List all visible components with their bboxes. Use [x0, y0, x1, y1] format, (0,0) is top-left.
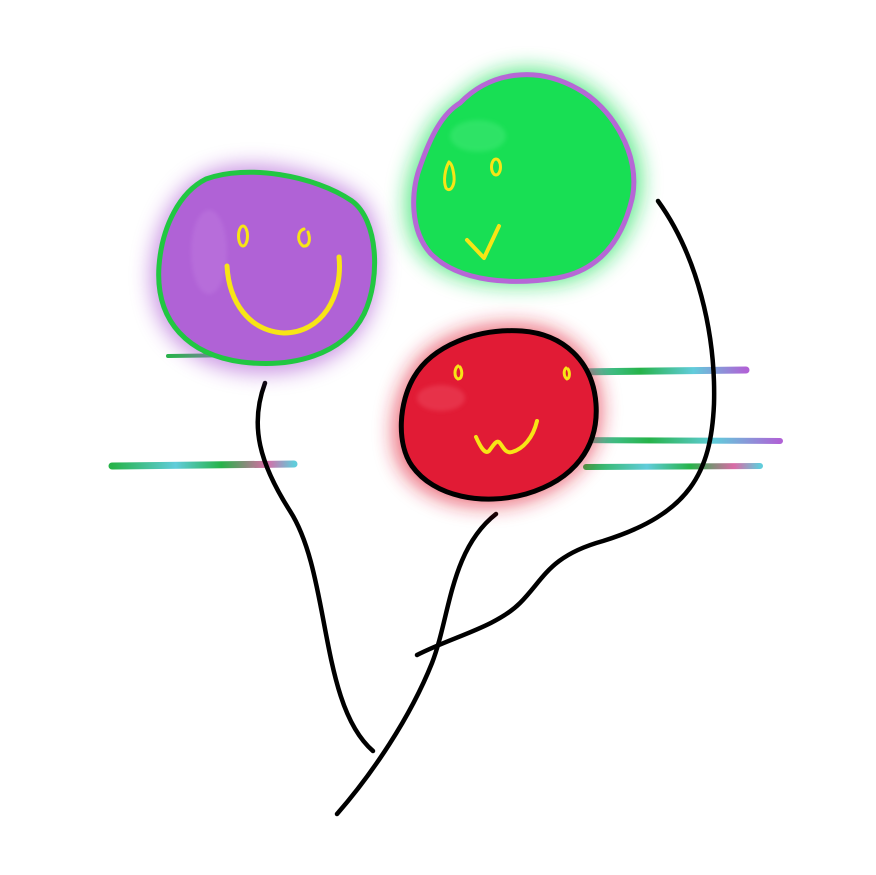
red-balloon-right-eye	[562, 366, 571, 381]
green-smiley-balloon	[405, 67, 643, 287]
red-balloon-body	[398, 328, 599, 502]
red-balloon-left-eye	[453, 364, 464, 381]
green-balloon-string	[414, 198, 717, 658]
green-balloon-face	[443, 157, 502, 260]
purple-balloon-right-eye	[297, 227, 311, 248]
purple-balloon-smile	[224, 254, 342, 336]
green-balloon-smile	[465, 224, 501, 260]
purple-balloon-face	[224, 224, 342, 336]
grid-horizontal-line	[566, 366, 750, 376]
green-balloon-right-eye	[490, 157, 502, 177]
purple-balloon-string	[255, 380, 376, 754]
purple-smiley-balloon	[150, 164, 380, 374]
purple-balloon-left-eye	[237, 224, 249, 248]
balloon-strings	[255, 198, 717, 817]
grid-horizontal-line	[559, 437, 783, 444]
red-smiley-balloon	[393, 323, 602, 507]
red-balloon-smile	[474, 419, 539, 455]
purple-balloon-highlight	[191, 210, 227, 294]
red-balloon-face	[453, 364, 571, 455]
purple-balloon-body	[156, 169, 378, 366]
green-balloon-highlight	[450, 120, 506, 152]
grid-horizontal-line	[583, 463, 763, 470]
green-balloon-body	[411, 72, 637, 284]
red-balloon-string	[334, 511, 499, 817]
red-balloon-highlight	[417, 385, 465, 411]
green-balloon-left-eye	[443, 160, 456, 192]
